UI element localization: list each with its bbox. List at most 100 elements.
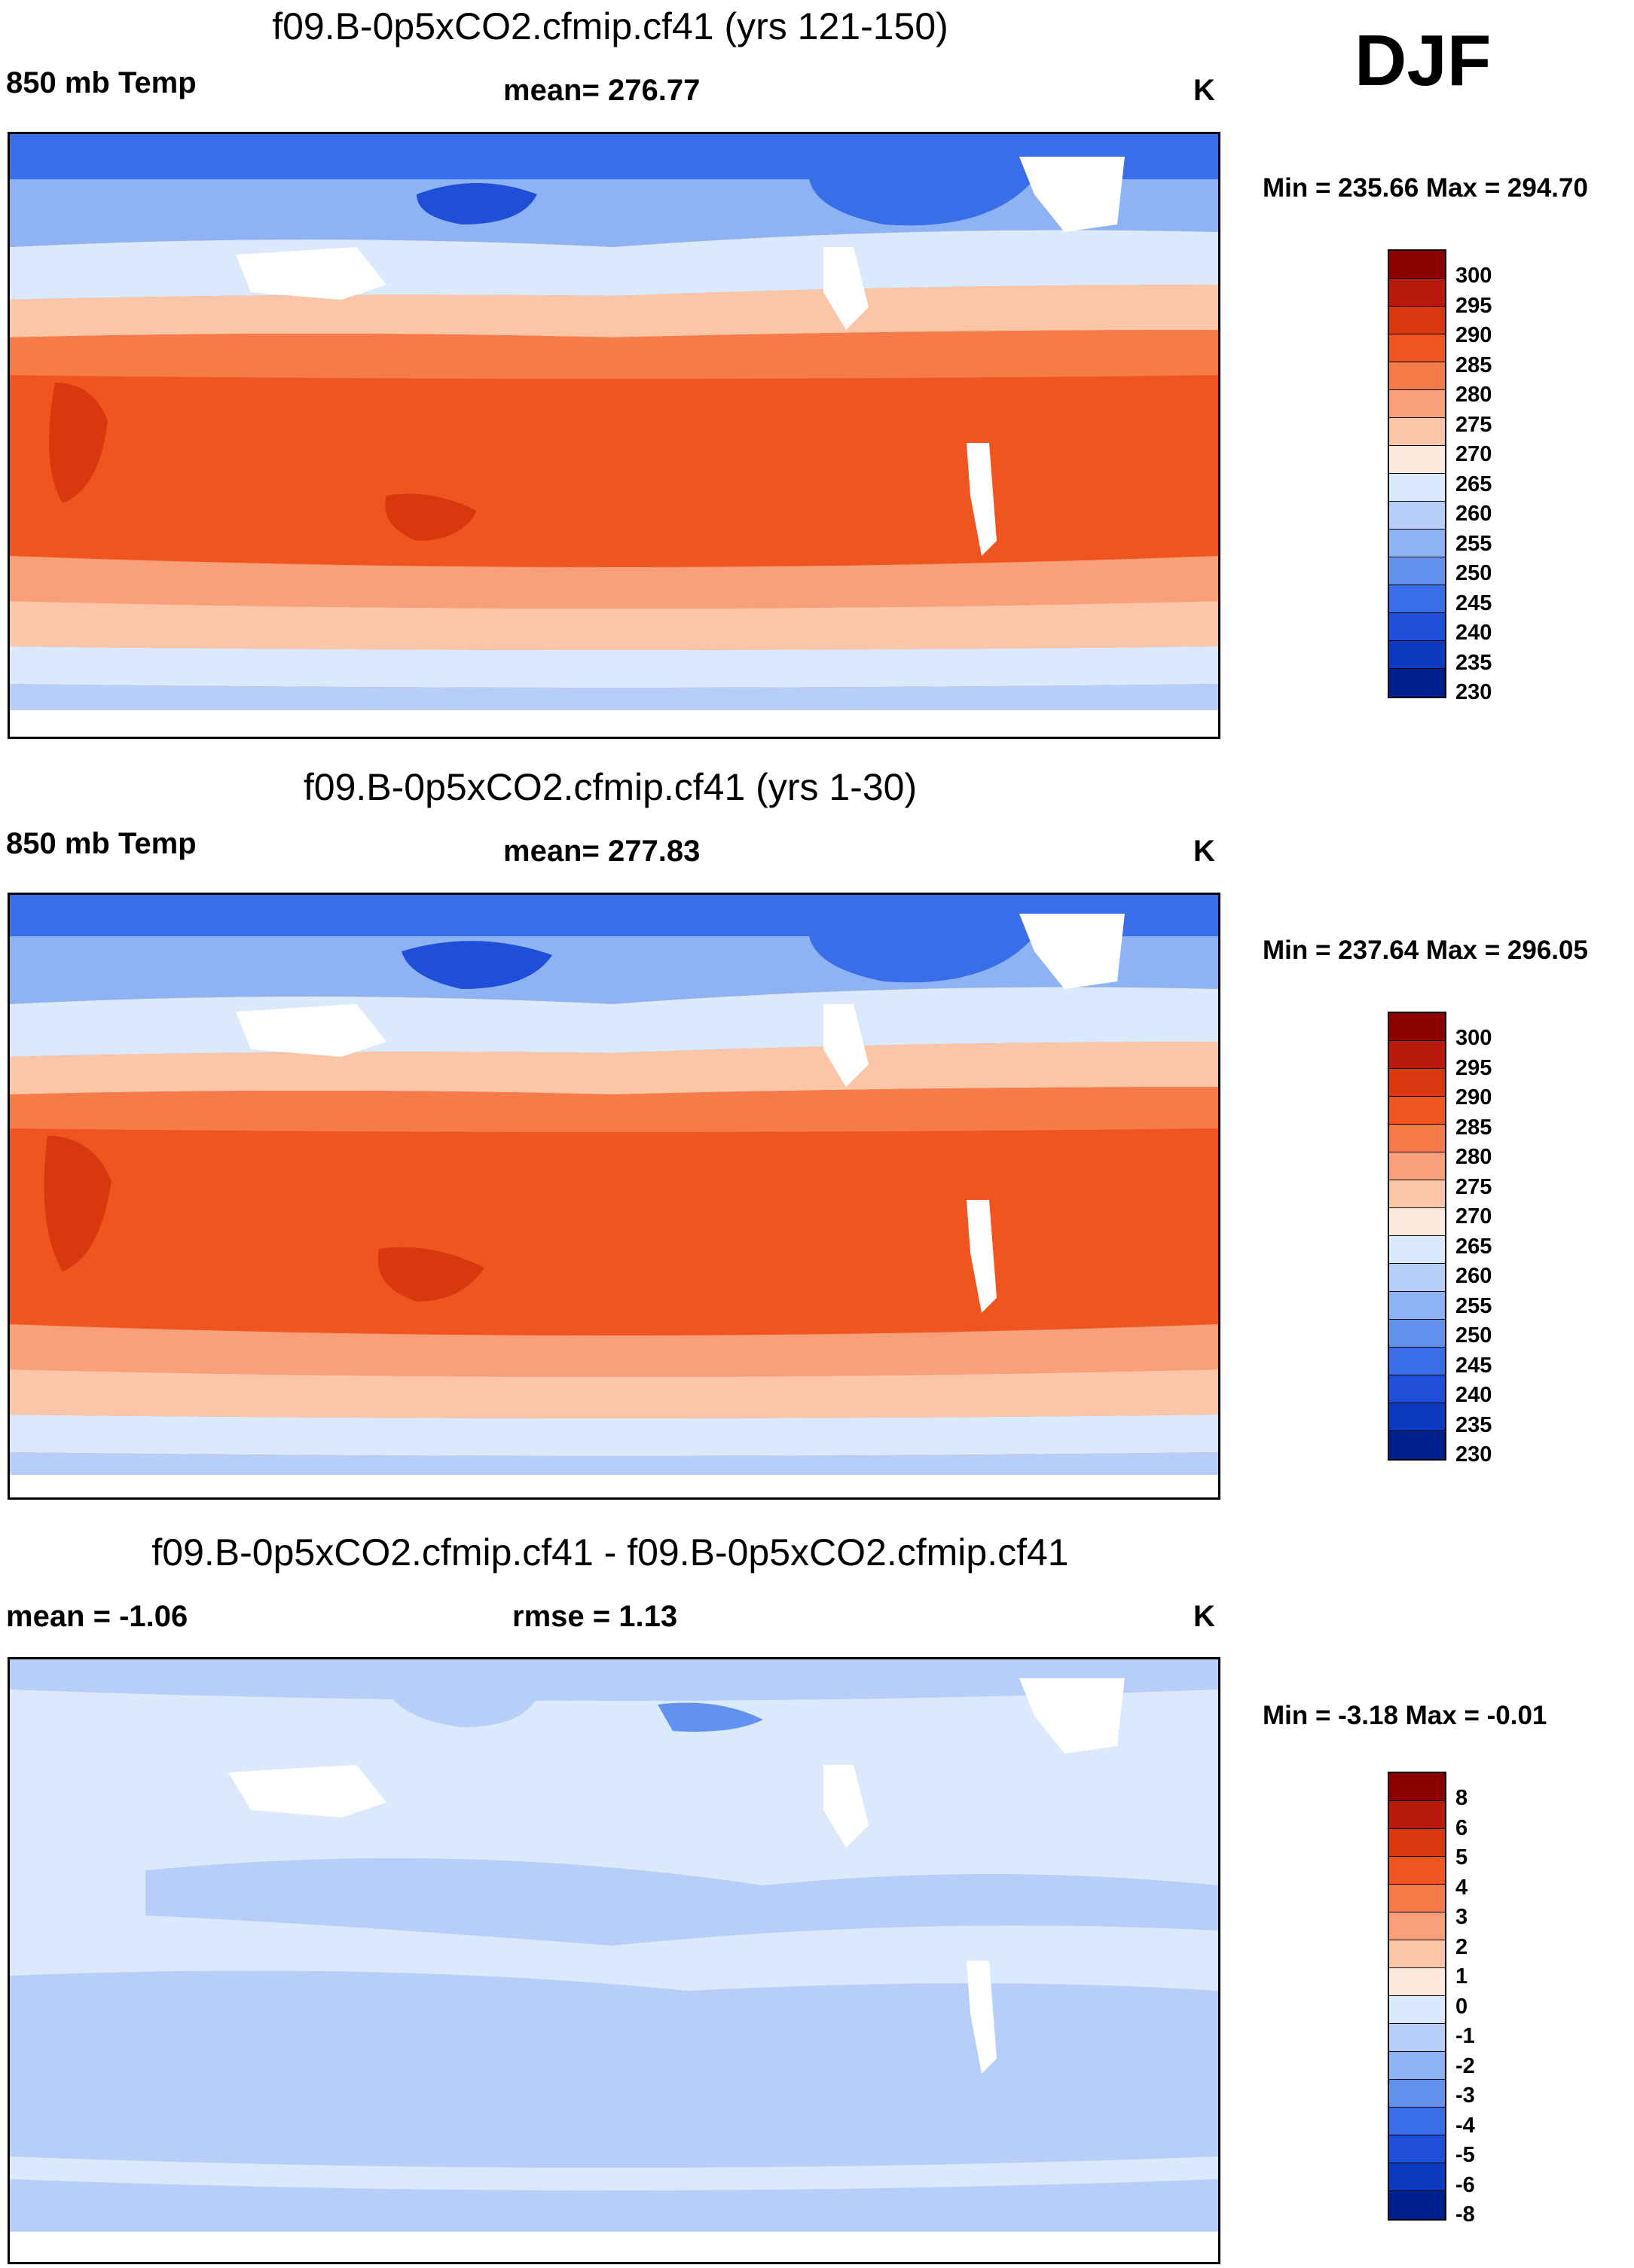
map-plot bbox=[10, 895, 1218, 1497]
colorbar-swatch bbox=[1389, 2163, 1445, 2191]
tick-label: 265 bbox=[1455, 1234, 1492, 1259]
variable-label: 850 mb Temp bbox=[6, 827, 197, 860]
colorbar-swatch bbox=[1389, 1236, 1445, 1264]
colorbar-swatch bbox=[1389, 1857, 1445, 1885]
colorbar-swatch bbox=[1389, 1292, 1445, 1320]
tick-label: 280 bbox=[1455, 1145, 1492, 1169]
colorbar-swatch bbox=[1389, 1013, 1445, 1041]
colorbar-swatch bbox=[1389, 1773, 1445, 1801]
tick-label: 250 bbox=[1455, 561, 1492, 585]
tick-label: 280 bbox=[1455, 383, 1492, 407]
colorbar-swatch bbox=[1389, 1968, 1445, 1996]
tick-label: -6 bbox=[1455, 2172, 1475, 2197]
colorbar-swatch bbox=[1389, 1125, 1445, 1152]
tick-label: -8 bbox=[1455, 2202, 1475, 2227]
tick-label: 275 bbox=[1455, 412, 1492, 437]
tick-label: 285 bbox=[1455, 353, 1492, 377]
tick-label: 260 bbox=[1455, 1264, 1492, 1288]
min-max-label: Min = 237.64 Max = 296.05 bbox=[1263, 936, 1588, 965]
tick-label: 235 bbox=[1455, 650, 1492, 675]
colorbar-swatch bbox=[1389, 1348, 1445, 1375]
tick-label: 4 bbox=[1455, 1875, 1468, 1900]
colorbar-swatch bbox=[1389, 1041, 1445, 1069]
tick-label: -1 bbox=[1455, 2024, 1475, 2048]
panel-title: f09.B-0p5xCO2.cfmip.cf41 - f09.B-0p5xCO2… bbox=[151, 1531, 1069, 1574]
tick-label: 300 bbox=[1455, 1026, 1492, 1050]
colorbar-swatch bbox=[1389, 641, 1445, 669]
colorbar-swatch bbox=[1389, 307, 1445, 334]
colorbar-swatch bbox=[1389, 585, 1445, 613]
colorbar-swatch bbox=[1389, 2108, 1445, 2135]
colorbar-swatch bbox=[1389, 1996, 1445, 2024]
colorbar-swatch bbox=[1389, 2191, 1445, 2219]
temperature-map bbox=[8, 893, 1220, 1500]
tick-label: 1 bbox=[1455, 1964, 1468, 1989]
colorbar-swatch bbox=[1389, 1912, 1445, 1940]
colorbar-swatch bbox=[1389, 1940, 1445, 1968]
colorbar-swatch bbox=[1389, 2080, 1445, 2108]
tick-label: 235 bbox=[1455, 1412, 1492, 1437]
min-max-label: Min = 235.66 Max = 294.70 bbox=[1263, 173, 1588, 203]
colorbar-swatch bbox=[1389, 1152, 1445, 1180]
tick-label: 265 bbox=[1455, 472, 1492, 496]
panel-2: f09.B-0p5xCO2.cfmip.cf41 (yrs 1-30) 850 … bbox=[0, 761, 1634, 1514]
tick-label: 295 bbox=[1455, 1055, 1492, 1080]
map-plot bbox=[10, 1659, 1218, 2262]
colorbar-swatch bbox=[1389, 1097, 1445, 1125]
tick-label: 240 bbox=[1455, 621, 1492, 645]
units-label: K bbox=[1193, 1600, 1215, 1633]
mean-label: mean= 277.83 bbox=[503, 835, 701, 868]
colorbar-swatch bbox=[1389, 362, 1445, 390]
tick-label: -3 bbox=[1455, 2083, 1475, 2108]
tick-label: -4 bbox=[1455, 2113, 1475, 2138]
colorbar-swatch bbox=[1389, 251, 1445, 279]
colorbar-swatch bbox=[1389, 1801, 1445, 1829]
tick-label: 270 bbox=[1455, 1204, 1492, 1229]
tick-label: 3 bbox=[1455, 1905, 1468, 1929]
panel-title: f09.B-0p5xCO2.cfmip.cf41 (yrs 121-150) bbox=[272, 5, 948, 47]
colorbar-swatch bbox=[1389, 1403, 1445, 1431]
mean-label: mean= 276.77 bbox=[503, 74, 701, 107]
colorbar-swatch bbox=[1389, 390, 1445, 418]
colorbar-swatch bbox=[1389, 2135, 1445, 2163]
tick-label: 6 bbox=[1455, 1815, 1468, 1840]
units-label: K bbox=[1193, 74, 1215, 107]
colorbar-swatch bbox=[1389, 1180, 1445, 1208]
colorbar-swatch bbox=[1389, 2052, 1445, 2080]
colorbar bbox=[1388, 1012, 1446, 1461]
tick-label: 8 bbox=[1455, 1786, 1468, 1810]
variable-label: 850 mb Temp bbox=[6, 66, 197, 99]
colorbar-swatch bbox=[1389, 1208, 1445, 1236]
colorbar-swatch bbox=[1389, 669, 1445, 697]
mean-label: mean = -1.06 bbox=[6, 1600, 188, 1633]
colorbar-swatch bbox=[1389, 1829, 1445, 1857]
colorbar bbox=[1388, 1772, 1446, 2221]
colorbar-swatch bbox=[1389, 418, 1445, 446]
tick-label: 245 bbox=[1455, 591, 1492, 615]
tick-label: 2 bbox=[1455, 1934, 1468, 1959]
colorbar bbox=[1388, 249, 1446, 698]
colorbar-swatch bbox=[1389, 1320, 1445, 1348]
colorbar-swatch bbox=[1389, 474, 1445, 502]
tick-label: 300 bbox=[1455, 264, 1492, 288]
tick-label: 255 bbox=[1455, 531, 1492, 556]
colorbar-swatch bbox=[1389, 530, 1445, 557]
tick-label: 290 bbox=[1455, 323, 1492, 347]
colorbar-swatch bbox=[1389, 613, 1445, 641]
tick-label: 250 bbox=[1455, 1323, 1492, 1348]
colorbar-swatch bbox=[1389, 2024, 1445, 2052]
tick-label: 275 bbox=[1455, 1174, 1492, 1199]
colorbar-swatch bbox=[1389, 1375, 1445, 1403]
difference-map bbox=[8, 1657, 1220, 2264]
tick-label: 245 bbox=[1455, 1353, 1492, 1378]
tick-label: 240 bbox=[1455, 1383, 1492, 1407]
colorbar-swatch bbox=[1389, 1885, 1445, 1912]
colorbar-swatch bbox=[1389, 1069, 1445, 1097]
min-max-label: Min = -3.18 Max = -0.01 bbox=[1263, 1701, 1547, 1730]
colorbar-swatch bbox=[1389, 502, 1445, 530]
rmse-label: rmse = 1.13 bbox=[512, 1600, 678, 1633]
colorbar-swatch bbox=[1389, 334, 1445, 362]
tick-label: 290 bbox=[1455, 1085, 1492, 1110]
tick-label: 0 bbox=[1455, 1994, 1468, 2019]
panel-3: f09.B-0p5xCO2.cfmip.cf41 - f09.B-0p5xCO2… bbox=[0, 1522, 1634, 2268]
